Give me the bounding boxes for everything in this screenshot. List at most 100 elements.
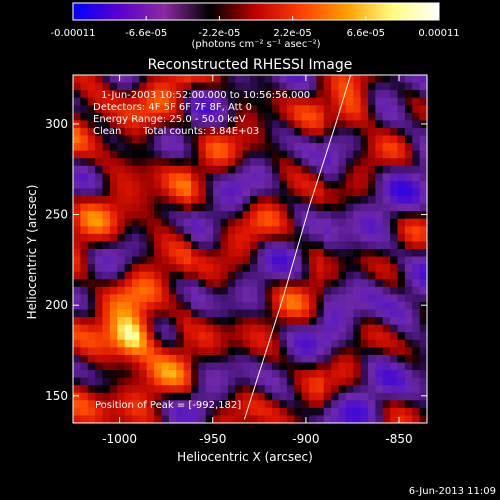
heatmap-cell	[345, 127, 354, 137]
heatmap-cell	[87, 173, 96, 182]
heatmap-cell	[294, 271, 303, 280]
heatmap-cell	[264, 127, 273, 137]
heatmap-cell	[338, 301, 347, 311]
heatmap-cell	[286, 127, 295, 137]
heatmap-cell	[132, 317, 140, 326]
heatmap-cell	[95, 150, 104, 159]
heatmap-cell	[95, 324, 104, 333]
heatmap-cell	[102, 127, 111, 137]
heatmap-cell	[117, 112, 126, 121]
heatmap-cell	[109, 188, 118, 197]
heatmap-cell	[161, 249, 170, 258]
heatmap-cell	[146, 165, 155, 174]
heatmap-cell	[95, 241, 104, 250]
heatmap-cell	[286, 135, 295, 144]
heatmap-cell	[272, 286, 281, 295]
heatmap-cell	[360, 286, 369, 295]
heatmap-cell	[404, 75, 413, 84]
heatmap-cell	[301, 233, 310, 243]
heatmap-cell	[154, 362, 163, 371]
heatmap-cell	[124, 90, 133, 99]
heatmap-cell	[419, 143, 427, 152]
heatmap-cell	[331, 271, 340, 280]
heatmap-cell	[368, 279, 376, 288]
heatmap-cell	[338, 256, 347, 265]
heatmap-cell	[198, 271, 207, 280]
heatmap-cell	[272, 158, 281, 167]
heatmap-cell	[294, 135, 303, 144]
heatmap-cell	[109, 135, 118, 144]
heatmap-cell	[353, 127, 362, 137]
heatmap-cell	[404, 294, 413, 303]
heatmap-cell	[375, 271, 384, 280]
heatmap-cell	[117, 339, 126, 348]
heatmap-cell	[279, 211, 288, 220]
heatmap-cell	[264, 143, 273, 152]
heatmap-cell	[390, 249, 399, 258]
heatmap-cell	[132, 415, 140, 423]
heatmap-cell	[168, 271, 177, 280]
heatmap-cell	[87, 75, 96, 84]
heatmap-cell	[124, 294, 133, 303]
heatmap-cell	[102, 370, 111, 379]
heatmap-cell	[294, 226, 303, 235]
heatmap-cell	[176, 264, 185, 273]
heatmap-cell	[220, 377, 229, 386]
heatmap-cell	[227, 249, 236, 258]
heatmap-cell	[272, 127, 281, 137]
heatmap-cell	[132, 294, 140, 303]
heatmap-cell	[250, 105, 258, 114]
heatmap-cell	[73, 377, 81, 386]
heatmap-cell	[264, 415, 273, 423]
heatmap-cell	[227, 286, 236, 295]
heatmap-cell	[353, 301, 362, 311]
heatmap-cell	[80, 286, 89, 295]
heatmap-cell	[368, 226, 376, 235]
heatmap-cell	[205, 241, 214, 250]
heatmap-cell	[73, 158, 81, 167]
heatmap-cell	[117, 143, 126, 152]
heatmap-cell	[95, 271, 104, 280]
heatmap-cell	[102, 339, 111, 348]
heatmap-cell	[316, 264, 325, 273]
heatmap-cell	[213, 385, 222, 394]
heatmap-cell	[419, 347, 427, 356]
heatmap-cell	[397, 309, 406, 318]
heatmap-cell	[345, 173, 354, 182]
heatmap-cell	[176, 180, 185, 190]
heatmap-cell	[109, 317, 118, 326]
heatmap-cell	[323, 407, 332, 417]
heatmap-cell	[412, 158, 421, 167]
heatmap-cell	[264, 218, 273, 227]
heatmap-cell	[419, 249, 427, 258]
heatmap-cell	[242, 324, 251, 333]
heatmap-cell	[309, 385, 317, 394]
heatmap-cell	[316, 112, 325, 121]
heatmap-cell	[257, 150, 266, 159]
heatmap-cell	[264, 97, 273, 106]
heatmap-cell	[117, 226, 126, 235]
heatmap-cell	[242, 180, 251, 190]
heatmap-cell	[257, 264, 266, 273]
heatmap-cell	[382, 354, 391, 364]
heatmap-cell	[353, 150, 362, 159]
heatmap-cell	[235, 294, 244, 303]
heatmap-cell	[80, 112, 89, 121]
heatmap-cell	[220, 196, 229, 205]
heatmap-cell	[213, 211, 222, 220]
heatmap-cell	[242, 241, 251, 250]
heatmap-cell	[316, 143, 325, 152]
heatmap-cell	[286, 362, 295, 371]
heatmap-cell	[264, 203, 273, 212]
heatmap-cell	[205, 150, 214, 159]
heatmap-cell	[102, 309, 111, 318]
heatmap-cell	[242, 226, 251, 235]
heatmap-cell	[146, 407, 155, 417]
heatmap-cell	[250, 377, 258, 386]
heatmap-cell	[242, 203, 251, 212]
heatmap-cell	[279, 150, 288, 159]
heatmap-cell	[102, 143, 111, 152]
heatmap-cell	[205, 309, 214, 318]
heatmap-cell	[419, 286, 427, 295]
